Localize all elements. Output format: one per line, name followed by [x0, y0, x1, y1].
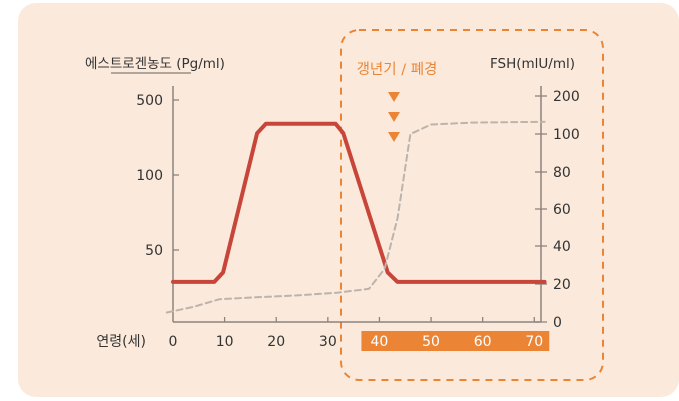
- annotation-marker: [388, 92, 400, 102]
- x-axis-tick-label: 20: [267, 334, 285, 350]
- right-axis-tick-label: 100: [553, 127, 580, 143]
- right-axis-tick-label: 200: [553, 89, 580, 105]
- annotation-markers: [388, 92, 400, 142]
- annotation-marker: [388, 112, 400, 122]
- x-axis-tick-label: 10: [216, 334, 234, 350]
- x-axis-label: 연령(세): [96, 334, 146, 350]
- estrogen-series-line: [171, 121, 547, 284]
- x-axis-tick-label: 60: [474, 334, 492, 350]
- right-axis-tick-label: 0: [553, 315, 562, 331]
- left-axis-tick-label: 100: [136, 168, 163, 184]
- x-axis-tick-label: 40: [371, 334, 389, 350]
- right-axis-label: FSH(mlU/ml): [490, 56, 575, 72]
- series-layer: [165, 120, 547, 314]
- x-axis-tick-label: 50: [422, 334, 440, 350]
- left-axis-tick-label: 50: [145, 243, 163, 259]
- x-axis: 연령(세) 0 10 20 30 40 50 60 70: [96, 317, 550, 351]
- x-axis-tick-label: 70: [525, 334, 543, 350]
- right-axis-tick-label: 80: [553, 165, 571, 181]
- highlighted-age-band: [361, 331, 550, 351]
- left-axis-tick-label: 500: [136, 93, 163, 109]
- right-axis-tick-label: 40: [553, 239, 571, 255]
- x-axis-tick-label: 30: [319, 334, 337, 350]
- left-axis-label: 에스트로겐농도 (Pg/ml): [85, 56, 225, 72]
- right-axis-tick-label: 20: [553, 277, 571, 293]
- menopause-region-border: [340, 29, 604, 381]
- x-axis-tick-label: 0: [169, 334, 178, 350]
- fsh-series-line: [165, 120, 546, 314]
- chart-panel-background: [18, 3, 679, 397]
- annotation-marker: [388, 132, 400, 142]
- annotation-label: 갱년기 / 폐경: [357, 61, 438, 78]
- right-axis-tick-label: 60: [553, 202, 571, 218]
